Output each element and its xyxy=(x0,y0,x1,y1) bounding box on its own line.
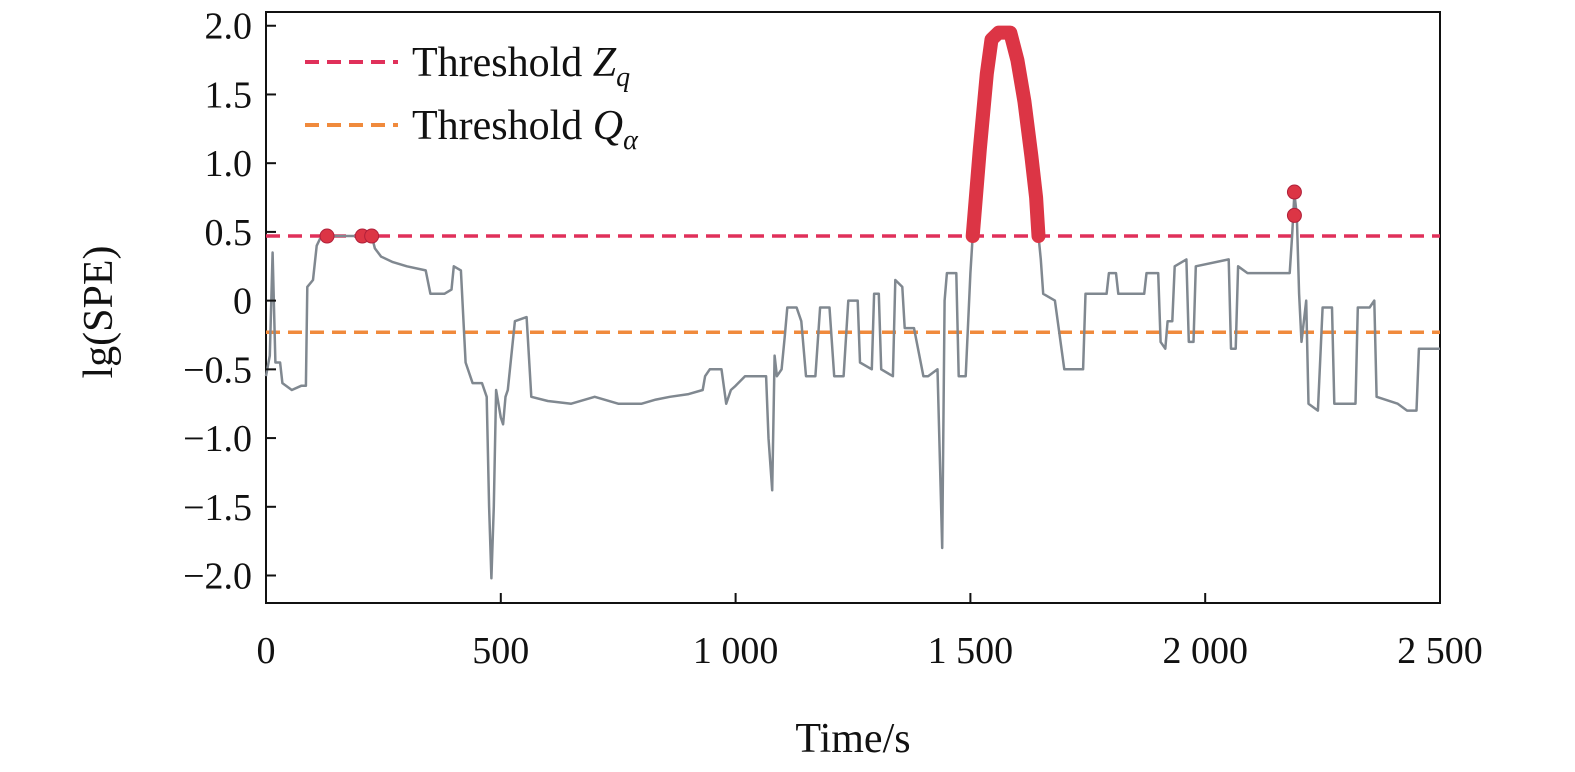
x-tick-label: 2 500 xyxy=(1397,630,1483,672)
series-lines xyxy=(264,25,1440,580)
legend-zq-label: Threshold Zq xyxy=(412,40,630,93)
anomaly-point xyxy=(319,228,335,244)
x-tick-label: 0 xyxy=(257,630,276,672)
anomaly-point xyxy=(1286,207,1302,223)
y-tick-label: 0 xyxy=(233,281,252,323)
legend-qa-label: Threshold Qα xyxy=(412,103,639,156)
legend-qa-subscript: α xyxy=(623,125,639,156)
spe-series-line xyxy=(264,31,1440,580)
y-axis-ticks: 2.0 1.5 1.0 0.5 0 −0.5 −1.0 −1.5 −2.0 xyxy=(183,6,276,598)
y-tick-label: −1.0 xyxy=(183,418,252,460)
y-tick-label: 1.0 xyxy=(205,143,253,185)
anomaly-point xyxy=(1286,184,1302,200)
legend: Threshold Zq Threshold Qα xyxy=(305,40,639,156)
anomaly-markers xyxy=(319,184,1302,244)
anomaly-point xyxy=(364,228,380,244)
plot-frame xyxy=(265,11,1441,604)
plot-area-border xyxy=(265,11,1441,604)
y-axis-title: lg(SPE) xyxy=(76,245,122,378)
x-axis-ticks: 0 500 1 000 1 500 2 000 2 500 xyxy=(257,593,1483,672)
x-tick-label: 1 000 xyxy=(693,630,779,672)
anomaly-segment xyxy=(965,25,1046,243)
x-axis-title: Time/s xyxy=(795,716,910,762)
y-tick-label: −2.0 xyxy=(183,556,252,598)
y-tick-label: −0.5 xyxy=(183,349,252,391)
legend-zq-subscript: q xyxy=(616,62,630,93)
x-tick-label: 1 500 xyxy=(928,630,1014,672)
legend-zq-symbol: Z xyxy=(593,40,617,86)
legend-qa-text: Threshold xyxy=(412,103,593,149)
y-tick-label: 0.5 xyxy=(205,212,253,254)
y-tick-label: 2.0 xyxy=(205,6,253,48)
y-tick-label: 1.5 xyxy=(205,74,253,116)
y-tick-label: −1.5 xyxy=(183,487,252,529)
legend-zq-text: Threshold xyxy=(412,40,593,86)
x-tick-label: 500 xyxy=(472,630,529,672)
x-tick-label: 2 000 xyxy=(1162,630,1248,672)
threshold-lines xyxy=(266,234,1440,334)
legend-qa-symbol: Q xyxy=(593,103,623,149)
